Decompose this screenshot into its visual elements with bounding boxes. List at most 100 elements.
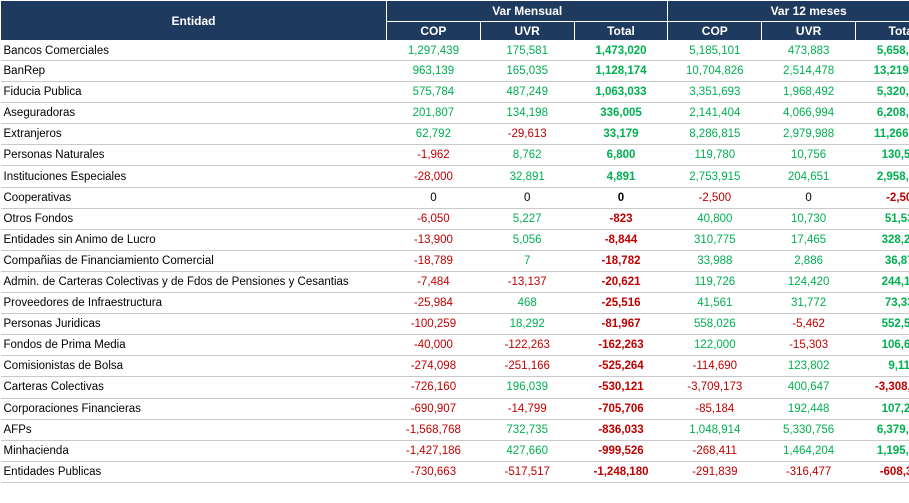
monthly-cop-cell: -1,568,768 [386, 419, 481, 441]
annual-cop-cell: 558,026 [667, 313, 762, 336]
entity-name-cell: Entidades Publicas [0, 461, 387, 483]
entity-name-cell: Bancos Comerciales [0, 40, 387, 61]
monthly-cop-cell: -730,663 [386, 461, 481, 483]
table-row: BanRep 963,139 165,035 1,128,174 10,704,826 2… [0, 60, 909, 83]
monthly-cop-cell: -25,984 [386, 292, 481, 315]
annual-uvr-cell: -5,462 [761, 313, 856, 336]
monthly-uvr-header: UVR [479, 21, 575, 41]
annual-total-cell: 5,658,984 [855, 40, 909, 61]
table-row: Proveedores de Infraestructura -25,984 468… [0, 292, 909, 315]
monthly-total-cell: -823 [574, 208, 668, 230]
monthly-cop-cell: 0 [386, 187, 481, 209]
annual-uvr-cell: 204,651 [761, 165, 856, 188]
annual-total-cell: -3,308,526 [855, 376, 909, 399]
table-row: Minhacienda -1,427,186 427,660 -999,526 -268… [0, 440, 909, 462]
annual-total-cell: 552,564 [855, 313, 909, 336]
monthly-total-cell: -18,782 [574, 250, 668, 272]
monthly-total-cell: -1,248,180 [574, 461, 668, 483]
annual-total-cell: 11,266,803 [855, 123, 909, 146]
table-row: Extranjeros 62,792 -29,613 33,179 8,286,815 2… [0, 123, 909, 146]
monthly-total-cell: 6,800 [574, 144, 668, 167]
table-header: Entidad Var Mensual Var 12 meses COP UVR… [0, 0, 909, 41]
table-body: Bancos Comerciales 1,297,439 175,581 1,473,… [0, 40, 909, 483]
monthly-total-cell: 0 [574, 187, 668, 209]
annual-cop-cell: 33,988 [667, 250, 762, 272]
monthly-uvr-cell: 5,227 [480, 208, 575, 230]
monthly-cop-cell: 62,792 [386, 123, 481, 146]
annual-cop-cell: 122,000 [667, 334, 762, 357]
table-row: Corporaciones Financieras -690,907 -14,799… [0, 398, 909, 420]
entity-name-cell: Carteras Colectivas [0, 376, 387, 399]
annual-total-cell: 1,195,793 [855, 440, 909, 462]
annual-total-cell: 6,208,398 [855, 102, 909, 125]
monthly-uvr-cell: 468 [480, 292, 575, 315]
monthly-total-cell: -81,967 [574, 313, 668, 336]
annual-cop-cell: 119,726 [667, 271, 762, 294]
annual-uvr-header: UVR [761, 21, 856, 41]
monthly-total-cell: 1,063,033 [574, 81, 668, 104]
monthly-cop-cell: -100,259 [386, 313, 481, 336]
annual-uvr-cell: 124,420 [761, 271, 856, 294]
annual-total-cell: 328,240 [855, 229, 909, 251]
table-row: Entidades Publicas -730,663 -517,517 -1,248… [0, 461, 909, 483]
monthly-cop-cell: -28,000 [386, 165, 481, 188]
entity-name-cell: Fiducia Publica [0, 81, 387, 104]
annual-total-cell: 244,146 [855, 271, 909, 294]
table-row: Admin. de Carteras Colectivas y de Fdos … [0, 271, 909, 294]
annual-uvr-cell: 31,772 [761, 292, 856, 315]
monthly-total-cell: -162,263 [574, 334, 668, 357]
monthly-cop-cell: 575,784 [386, 81, 481, 104]
annual-uvr-cell: 473,883 [761, 40, 856, 61]
annual-total-cell: 2,958,566 [855, 165, 909, 188]
monthly-uvr-cell: -517,517 [480, 461, 575, 483]
table-row: Compañias de Financiamiento Comercial -18… [0, 250, 909, 272]
monthly-total-cell: -525,264 [574, 355, 668, 378]
table-row: Bancos Comerciales 1,297,439 175,581 1,473,… [0, 40, 909, 61]
annual-total-cell: 6,379,670 [855, 419, 909, 441]
annual-total-cell: 13,219,304 [855, 60, 909, 83]
monthly-uvr-cell: 18,292 [480, 313, 575, 336]
monthly-cop-cell: -726,160 [386, 376, 481, 399]
monthly-uvr-cell: 196,039 [480, 376, 575, 399]
monthly-cop-cell: -18,789 [386, 250, 481, 272]
annual-cop-cell: 5,185,101 [667, 40, 762, 61]
annual-uvr-cell: -15,303 [761, 334, 856, 357]
monthly-cop-cell: -13,900 [386, 229, 481, 251]
monthly-total-cell: -999,526 [574, 440, 668, 462]
table-row: Instituciones Especiales -28,000 32,891 4,8… [0, 165, 909, 188]
entity-name-cell: Personas Naturales [0, 144, 387, 167]
annual-total-cell: 130,536 [855, 144, 909, 167]
annual-total-cell: 36,874 [855, 250, 909, 272]
monthly-uvr-cell: 8,762 [480, 144, 575, 167]
annual-uvr-cell: 4,066,994 [761, 102, 856, 125]
table-row: Otros Fondos -6,050 5,227 -823 40,800 10,730 5… [0, 208, 909, 230]
monthly-total-cell: 1,128,174 [574, 60, 668, 83]
entity-name-cell: Admin. de Carteras Colectivas y de Fdos … [0, 271, 387, 294]
monthly-uvr-cell: 0 [480, 187, 575, 209]
monthly-cop-cell: 1,297,439 [386, 40, 481, 61]
annual-cop-cell: 8,286,815 [667, 123, 762, 146]
annual-uvr-cell: 10,730 [761, 208, 856, 230]
annual-cop-cell: -2,500 [667, 187, 762, 209]
annual-uvr-cell: 2,514,478 [761, 60, 856, 83]
annual-cop-cell: 10,704,826 [667, 60, 762, 83]
annual-uvr-cell: 123,802 [761, 355, 856, 378]
monthly-uvr-cell: -251,166 [480, 355, 575, 378]
annual-cop-cell: 1,048,914 [667, 419, 762, 441]
monthly-total-cell: -705,706 [574, 398, 668, 420]
table-row: Comisionistas de Bolsa -274,098 -251,166 -5… [0, 355, 909, 378]
annual-uvr-cell: 1,464,204 [761, 440, 856, 462]
entity-name-cell: Comisionistas de Bolsa [0, 355, 387, 378]
monthly-cop-cell: 963,139 [386, 60, 481, 83]
variation-table: Entidad Var Mensual Var 12 meses COP UVR… [0, 0, 909, 483]
monthly-uvr-cell: -29,613 [480, 123, 575, 146]
entity-name-cell: Entidades sin Animo de Lucro [0, 229, 387, 251]
entity-name-cell: Fondos de Prima Media [0, 334, 387, 357]
entity-name-cell: Proveedores de Infraestructura [0, 292, 387, 315]
monthly-uvr-cell: -13,137 [480, 271, 575, 294]
annual-cop-cell: 310,775 [667, 229, 762, 251]
monthly-uvr-cell: 175,581 [480, 40, 575, 61]
monthly-total-cell: -836,033 [574, 419, 668, 441]
monthly-uvr-cell: 487,249 [480, 81, 575, 104]
